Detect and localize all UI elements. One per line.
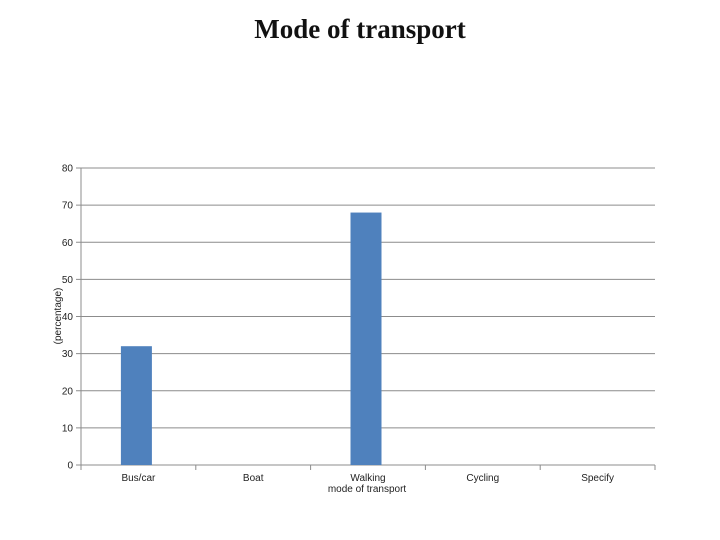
- x-tick-labels: Bus/car Boat Walking Cycling Specify: [121, 473, 614, 484]
- y-tick-label: 10: [62, 423, 74, 434]
- x-axis-label: mode of transport: [328, 484, 407, 495]
- bar-bus-car: [120, 346, 152, 465]
- chart-title: Mode of transport: [254, 14, 466, 44]
- y-axis-label: (percentage): [53, 288, 64, 345]
- x-tick-label: Walking: [350, 473, 385, 484]
- y-tick-label: 0: [67, 461, 73, 472]
- y-tick-label: 60: [62, 238, 74, 249]
- y-tick-label: 20: [62, 386, 74, 397]
- y-tick-label: 70: [62, 201, 74, 212]
- x-tick-label: Cycling: [466, 473, 499, 484]
- bars: [120, 212, 382, 465]
- x-tick-label: Specify: [581, 473, 614, 484]
- x-tick-label: Boat: [243, 473, 264, 484]
- y-tick-label: 30: [62, 349, 74, 360]
- y-tick-label: 40: [62, 312, 74, 323]
- y-tick-label: 80: [62, 164, 74, 175]
- x-tick-label: Bus/car: [121, 473, 156, 484]
- bar-walking: [350, 212, 382, 465]
- y-tick-label: 50: [62, 275, 74, 286]
- y-tick-labels: 0 10 20 30 40 50 60 70 80: [62, 164, 74, 472]
